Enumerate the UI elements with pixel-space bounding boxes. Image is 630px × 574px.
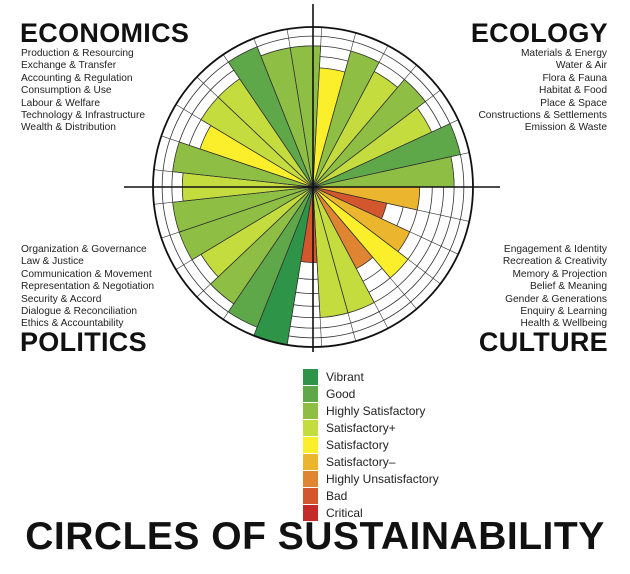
legend-item: Bad bbox=[303, 487, 439, 504]
grid-spoke bbox=[286, 186, 314, 345]
economics-subdomain-item: Labour & Welfare bbox=[21, 97, 101, 109]
grid-spoke bbox=[175, 104, 314, 188]
grid-spoke bbox=[312, 27, 322, 188]
politics-heading: POLITICS bbox=[20, 327, 147, 357]
wheel-segments bbox=[172, 45, 461, 346]
economics-subdomain-item: Production & Resourcing bbox=[21, 48, 134, 59]
culture-subdomain-item: Recreation & Creativity bbox=[502, 256, 607, 268]
grid-spoke bbox=[312, 186, 470, 222]
grid-spoke bbox=[153, 169, 314, 188]
grid-spoke bbox=[222, 54, 314, 188]
grid-spoke bbox=[161, 186, 314, 239]
legend-swatch bbox=[303, 504, 318, 521]
wheel-grid-spokes bbox=[153, 27, 473, 347]
legend-label: Satisfactory– bbox=[326, 454, 396, 469]
legend-label: Satisfactory bbox=[326, 437, 389, 452]
legend-item: Good bbox=[303, 385, 439, 402]
culture-subdomain-item: Enquiry & Learning bbox=[520, 306, 607, 318]
ecology-subdomain-item: Place & Space bbox=[540, 97, 607, 109]
grid-spoke bbox=[312, 64, 417, 188]
legend-item: Satisfactory bbox=[303, 436, 439, 453]
legend-swatch bbox=[303, 470, 318, 487]
legend: Vibrant Good Highly Satisfactory Satisfacto… bbox=[303, 368, 439, 521]
legend-swatch bbox=[303, 385, 318, 402]
legend-label: Highly Unsatisfactory bbox=[326, 471, 439, 486]
culture-subdomain-list: Engagement & Identity Recreation & Creati… bbox=[503, 244, 607, 331]
grid-spoke bbox=[196, 76, 314, 188]
legend-label: Bad bbox=[326, 488, 348, 503]
legend-swatch bbox=[303, 402, 318, 419]
culture-subdomain-item: Engagement & Identity bbox=[503, 244, 607, 255]
politics-subdomain-item: Representation & Negotiation bbox=[21, 281, 155, 293]
legend-swatch bbox=[303, 487, 318, 504]
politics-subdomain-item: Law & Justice bbox=[21, 256, 84, 268]
economics-subdomain-list: Production & Resourcing Exchange & Transf… bbox=[21, 48, 145, 135]
legend-label: Critical bbox=[326, 505, 363, 520]
grid-spoke bbox=[312, 186, 357, 342]
grid-spoke bbox=[253, 38, 314, 188]
legend-item: Highly Satisfactory bbox=[303, 402, 439, 419]
grid-spoke bbox=[312, 45, 389, 188]
legend-label: Satisfactory+ bbox=[326, 420, 396, 435]
politics-subdomain-item: Communication & Movement bbox=[21, 268, 152, 280]
politics-subdomain-item: Security & Accord bbox=[21, 293, 102, 305]
legend-item: Vibrant bbox=[303, 368, 439, 385]
economics-subdomain-item: Exchange & Transfer bbox=[21, 60, 117, 72]
grid-spoke bbox=[153, 186, 314, 205]
ecology-subdomain-item: Water & Air bbox=[555, 60, 607, 72]
legend-swatch bbox=[303, 368, 318, 385]
legend-swatch bbox=[303, 436, 318, 453]
ecology-heading: ECOLOGY bbox=[470, 18, 608, 48]
politics-subdomain-item: Dialogue & Reconciliation bbox=[21, 306, 138, 318]
ecology-subdomain-item: Emission & Waste bbox=[524, 122, 607, 134]
culture-subdomain-item: Belief & Meaning bbox=[529, 281, 607, 293]
legend-label: Highly Satisfactory bbox=[326, 403, 426, 418]
grid-spoke bbox=[312, 186, 389, 329]
ecology-subdomain-list: Materials & Energy Water & Air Flora & Fau… bbox=[478, 48, 607, 135]
economics-subdomain-item: Wealth & Distribution bbox=[21, 122, 116, 134]
politics-subdomain-item: Ethics & Accountability bbox=[21, 318, 124, 330]
ecology-subdomain-item: Flora & Fauna bbox=[542, 72, 607, 84]
culture-subdomain-item: Health & Wellbeing bbox=[520, 318, 607, 330]
culture-subdomain-item: Memory & Projection bbox=[512, 268, 607, 280]
grid-spoke bbox=[161, 135, 314, 188]
grid-spoke bbox=[222, 186, 314, 320]
politics-subdomain-list: Organization & Governance Law & Justice Co… bbox=[21, 244, 154, 331]
economics-heading: ECONOMICS bbox=[20, 18, 190, 48]
grid-spoke bbox=[196, 186, 314, 298]
page-title: CIRCLES OF SUSTAINABILITY bbox=[25, 515, 605, 558]
legend-swatch bbox=[303, 453, 318, 470]
culture-heading: CULTURE bbox=[478, 327, 608, 357]
culture-subdomain-item: Gender & Generations bbox=[505, 293, 607, 305]
grid-spoke bbox=[312, 186, 322, 347]
economics-subdomain-item: Technology & Infrastructure bbox=[21, 110, 146, 122]
politics-subdomain-item: Organization & Governance bbox=[21, 244, 147, 255]
ecology-subdomain-item: Habitat & Food bbox=[539, 85, 607, 97]
grid-spoke bbox=[175, 186, 314, 270]
legend-swatch bbox=[303, 419, 318, 436]
grid-spoke bbox=[312, 89, 441, 188]
ecology-subdomain-item: Materials & Energy bbox=[520, 48, 607, 59]
legend-item: Satisfactory+ bbox=[303, 419, 439, 436]
legend-item: Satisfactory– bbox=[303, 453, 439, 470]
grid-spoke bbox=[253, 186, 314, 336]
grid-spoke bbox=[312, 119, 459, 188]
grid-spoke bbox=[286, 29, 314, 188]
grid-spoke bbox=[312, 186, 417, 310]
economics-subdomain-item: Consumption & Use bbox=[21, 85, 112, 97]
legend-label: Good bbox=[326, 386, 356, 401]
grid-spoke bbox=[312, 32, 357, 188]
economics-subdomain-item: Accounting & Regulation bbox=[21, 72, 133, 84]
legend-label: Vibrant bbox=[326, 369, 364, 384]
grid-spoke bbox=[312, 186, 441, 285]
grid-spoke bbox=[312, 152, 470, 188]
grid-spoke bbox=[312, 186, 459, 255]
ecology-subdomain-item: Constructions & Settlements bbox=[478, 110, 607, 122]
legend-item: Highly Unsatisfactory bbox=[303, 470, 439, 487]
legend-item: Critical bbox=[303, 504, 439, 521]
